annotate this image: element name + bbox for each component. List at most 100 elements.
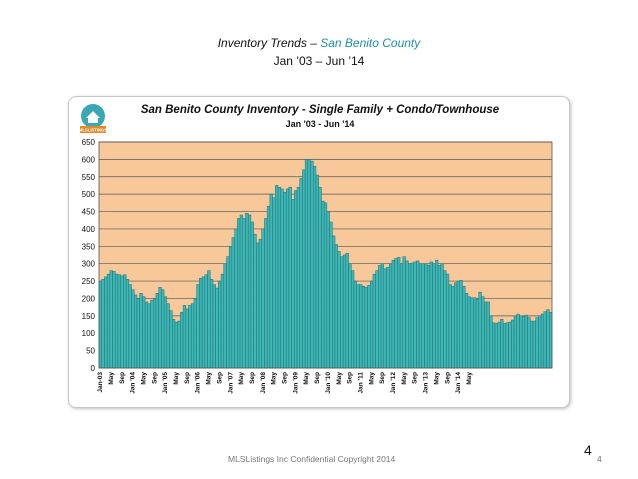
data-bar [459, 280, 463, 369]
data-bar [315, 174, 319, 369]
x-tick-label: Jan '11 [357, 372, 364, 394]
data-bar [380, 263, 385, 369]
data-bar [280, 188, 284, 369]
data-bar [540, 313, 545, 369]
data-bar [190, 303, 195, 369]
data-bar [155, 293, 159, 369]
y-tick-label: 350 [82, 242, 96, 251]
data-bar [424, 263, 428, 369]
data-bar [451, 286, 455, 369]
data-bar [204, 274, 208, 369]
x-tick-label: Jan '14 [455, 372, 462, 394]
data-bar [337, 251, 341, 369]
x-tick-label: May [206, 372, 213, 385]
data-bar [112, 271, 116, 369]
data-bar [375, 270, 379, 369]
x-tick-label: Jan '05 [162, 372, 169, 394]
x-tick-label: Jan '07 [227, 372, 234, 394]
data-bar [332, 235, 336, 369]
page-number-small: 4 [597, 454, 602, 464]
x-tick-label: May [238, 372, 245, 385]
data-bar [231, 237, 235, 369]
data-bar [386, 266, 390, 369]
data-bar [106, 273, 111, 369]
data-bar [98, 280, 102, 369]
data-bar [543, 311, 547, 369]
mlslistings-logo: MLSLISTINGS [79, 104, 107, 133]
data-bar [426, 265, 431, 369]
data-bar [193, 298, 197, 369]
data-bar [502, 323, 507, 369]
data-bar [345, 253, 349, 369]
data-bar [161, 289, 165, 369]
x-tick-label: Jan '04 [130, 372, 137, 394]
data-bar [494, 323, 499, 369]
data-bar [318, 186, 322, 369]
data-bar [171, 319, 176, 369]
data-bar [117, 274, 121, 369]
data-bar [370, 280, 374, 369]
data-bar [351, 270, 355, 369]
y-tick-label: 0 [91, 364, 96, 373]
data-bar [234, 228, 238, 369]
data-bar [215, 287, 219, 369]
data-bar [429, 261, 433, 369]
x-tick-label: Sep [249, 372, 256, 384]
data-bar [150, 299, 154, 369]
x-tick-label: May [140, 372, 147, 385]
data-bar [120, 275, 124, 369]
data-bar [483, 301, 488, 369]
x-tick-label: Sep [347, 372, 354, 384]
data-bar [220, 273, 225, 369]
data-bar [402, 256, 406, 369]
x-tick-label: May [303, 372, 310, 385]
data-bar [101, 279, 105, 369]
y-axis-tick-labels: 0 50 100 150 200 250 300 350 400 450 500 550 600 650 [82, 138, 96, 373]
x-tick-label: Sep [216, 372, 223, 384]
plot-border [98, 141, 553, 369]
data-bar [397, 257, 401, 369]
data-bar [144, 301, 149, 369]
x-tick-label: Sep [314, 372, 321, 384]
slide-subtitle: Jan ’03 – Jun ’14 [273, 54, 365, 68]
data-bar [201, 276, 206, 369]
data-bar [304, 159, 309, 369]
data-bar [470, 297, 474, 369]
data-bar [435, 259, 439, 369]
data-bar [269, 193, 273, 369]
data-bar [532, 320, 536, 369]
data-bar [310, 160, 314, 369]
data-bar [538, 315, 542, 369]
data-bar [226, 256, 230, 369]
data-bar [399, 263, 404, 369]
data-bar [456, 280, 461, 369]
data-bar [448, 284, 452, 369]
data-bar [530, 320, 534, 369]
data-bar [104, 276, 108, 369]
x-tick-label: Sep [184, 372, 191, 384]
data-bar [291, 199, 295, 369]
data-bar [285, 188, 290, 369]
data-bar [410, 262, 414, 369]
logo-text: MLSLISTINGS [79, 128, 107, 133]
data-bar [329, 221, 333, 369]
data-bar [196, 284, 200, 369]
data-bar [258, 239, 263, 369]
data-bar [123, 274, 127, 369]
x-tick-label: Sep [412, 372, 419, 384]
data-bar [524, 314, 528, 369]
data-bar [307, 159, 311, 369]
data-bar [356, 284, 360, 369]
data-bar [513, 315, 517, 369]
x-tick-label: Sep [282, 372, 289, 384]
y-tick-label: 50 [86, 347, 95, 356]
data-bar [383, 268, 387, 369]
data-bar [467, 296, 471, 369]
data-bar [302, 169, 306, 369]
data-bar [237, 218, 241, 369]
slide-title-prefix: Inventory Trends – [217, 36, 321, 50]
data-bar [407, 263, 412, 369]
data-bar [266, 206, 271, 369]
data-bar [394, 258, 398, 369]
footer-copyright: MLSListings Inc Confidential Copyright 2… [228, 454, 396, 464]
